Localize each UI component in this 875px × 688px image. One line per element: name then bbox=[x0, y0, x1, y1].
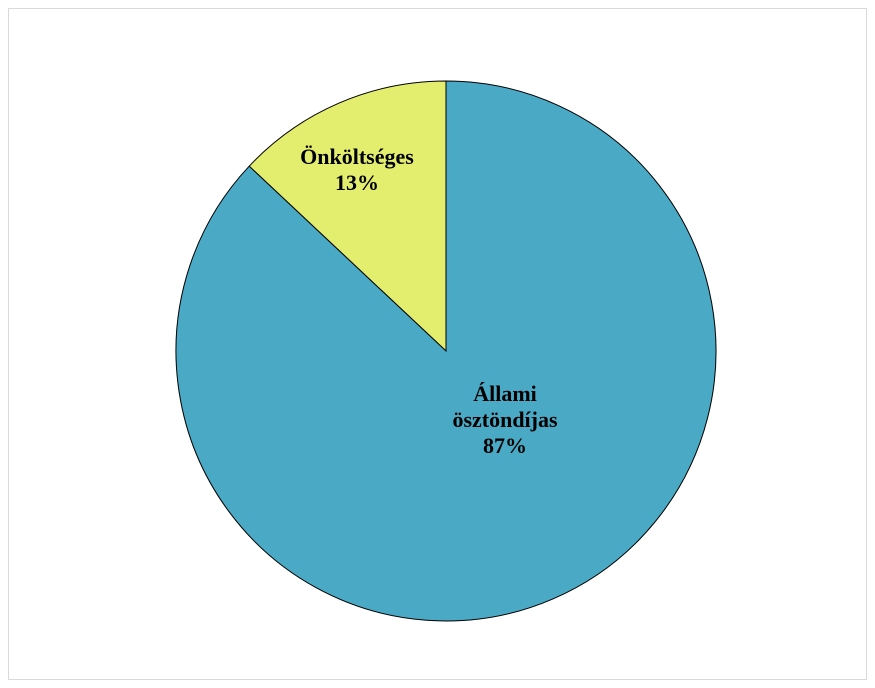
slice-percent-label: 87% bbox=[483, 433, 527, 458]
slice-percent-label: 13% bbox=[335, 170, 379, 195]
slice-name-label: Állami bbox=[473, 381, 537, 406]
pie-labels: Önköltséges 13% Állami ösztöndíjas 87% bbox=[300, 144, 558, 458]
pie-slice-2 bbox=[175, 80, 717, 622]
slice-label-2: Állami ösztöndíjas 87% bbox=[452, 381, 558, 458]
pie-slice-1 bbox=[248, 80, 447, 353]
slice-label-1: Önköltséges 13% bbox=[300, 144, 414, 195]
pie-slices bbox=[175, 80, 717, 622]
slice-name-label: ösztöndíjas bbox=[452, 407, 558, 432]
slice-name-label: Önköltséges bbox=[300, 144, 414, 169]
